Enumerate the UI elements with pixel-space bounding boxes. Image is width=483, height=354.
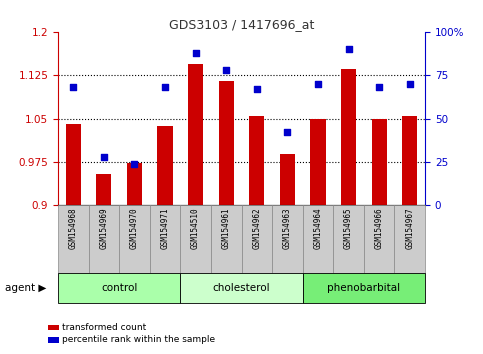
Bar: [219, 81, 234, 205]
Bar: [66, 124, 81, 205]
Bar: [272, 205, 303, 273]
Text: agent ▶: agent ▶: [5, 282, 46, 293]
Point: [284, 130, 291, 135]
Bar: [242, 205, 272, 273]
Bar: [127, 163, 142, 205]
Bar: [364, 205, 395, 273]
Bar: [188, 64, 203, 205]
Bar: [311, 119, 326, 205]
Point: [130, 161, 138, 166]
Point: [161, 85, 169, 90]
Text: percentile rank within the sample: percentile rank within the sample: [62, 335, 215, 344]
Bar: [180, 205, 211, 273]
Point: [253, 86, 261, 92]
Point: [192, 50, 199, 56]
Bar: [88, 205, 119, 273]
Bar: [96, 173, 112, 205]
Bar: [211, 205, 242, 273]
Text: GSM154969: GSM154969: [99, 207, 108, 249]
Bar: [395, 205, 425, 273]
Text: GSM154966: GSM154966: [375, 207, 384, 249]
Text: GSM154971: GSM154971: [160, 207, 170, 249]
Bar: [303, 273, 425, 303]
Text: GSM154962: GSM154962: [252, 207, 261, 249]
Point: [345, 46, 353, 52]
Bar: [58, 205, 88, 273]
Bar: [303, 205, 333, 273]
Text: GSM154967: GSM154967: [405, 207, 414, 249]
Point: [222, 67, 230, 73]
Bar: [150, 205, 180, 273]
Bar: [402, 116, 417, 205]
Point: [100, 154, 108, 160]
Text: phenobarbital: phenobarbital: [327, 282, 400, 293]
Text: cholesterol: cholesterol: [213, 282, 270, 293]
Point: [70, 85, 77, 90]
Point: [406, 81, 413, 87]
Text: transformed count: transformed count: [62, 323, 146, 332]
Text: control: control: [101, 282, 137, 293]
Bar: [119, 205, 150, 273]
Text: GSM154964: GSM154964: [313, 207, 323, 249]
Bar: [58, 273, 180, 303]
Text: GSM154961: GSM154961: [222, 207, 231, 249]
Point: [314, 81, 322, 87]
Bar: [333, 205, 364, 273]
Bar: [371, 119, 387, 205]
Bar: [249, 116, 265, 205]
Text: GSM154965: GSM154965: [344, 207, 353, 249]
Bar: [280, 154, 295, 205]
Text: GSM154963: GSM154963: [283, 207, 292, 249]
Bar: [341, 69, 356, 205]
Text: GSM154510: GSM154510: [191, 207, 200, 249]
Bar: [157, 126, 173, 205]
Bar: [180, 273, 303, 303]
Text: GSM154970: GSM154970: [130, 207, 139, 249]
Title: GDS3103 / 1417696_at: GDS3103 / 1417696_at: [169, 18, 314, 31]
Text: GSM154968: GSM154968: [69, 207, 78, 249]
Point: [375, 85, 383, 90]
